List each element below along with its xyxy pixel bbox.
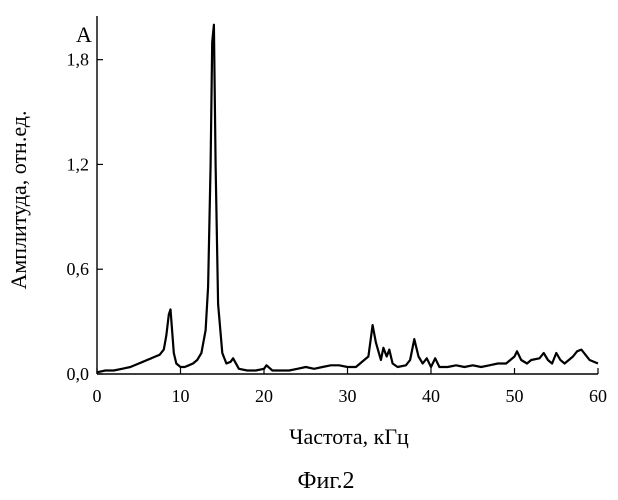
panel-label: A <box>76 22 92 47</box>
x-tick-label: 20 <box>255 386 273 406</box>
y-tick-label: 0,6 <box>67 259 90 279</box>
y-tick-label: 1,2 <box>67 154 90 174</box>
x-tick-label: 40 <box>422 386 440 406</box>
y-axis-title: Амплитуда, отн.ед. <box>6 111 31 290</box>
x-tick-label: 0 <box>93 386 102 406</box>
y-tick-label: 0,0 <box>67 364 90 384</box>
x-axis-title: Частота, кГц <box>289 424 409 449</box>
x-tick-label: 60 <box>589 386 607 406</box>
y-tick-label: 1,8 <box>67 50 90 70</box>
x-tick-label: 10 <box>172 386 190 406</box>
x-tick-label: 50 <box>506 386 524 406</box>
series-line-amplitude <box>97 25 598 373</box>
x-tick-label: 30 <box>339 386 357 406</box>
figure-caption: Фиг.2 <box>298 468 355 494</box>
